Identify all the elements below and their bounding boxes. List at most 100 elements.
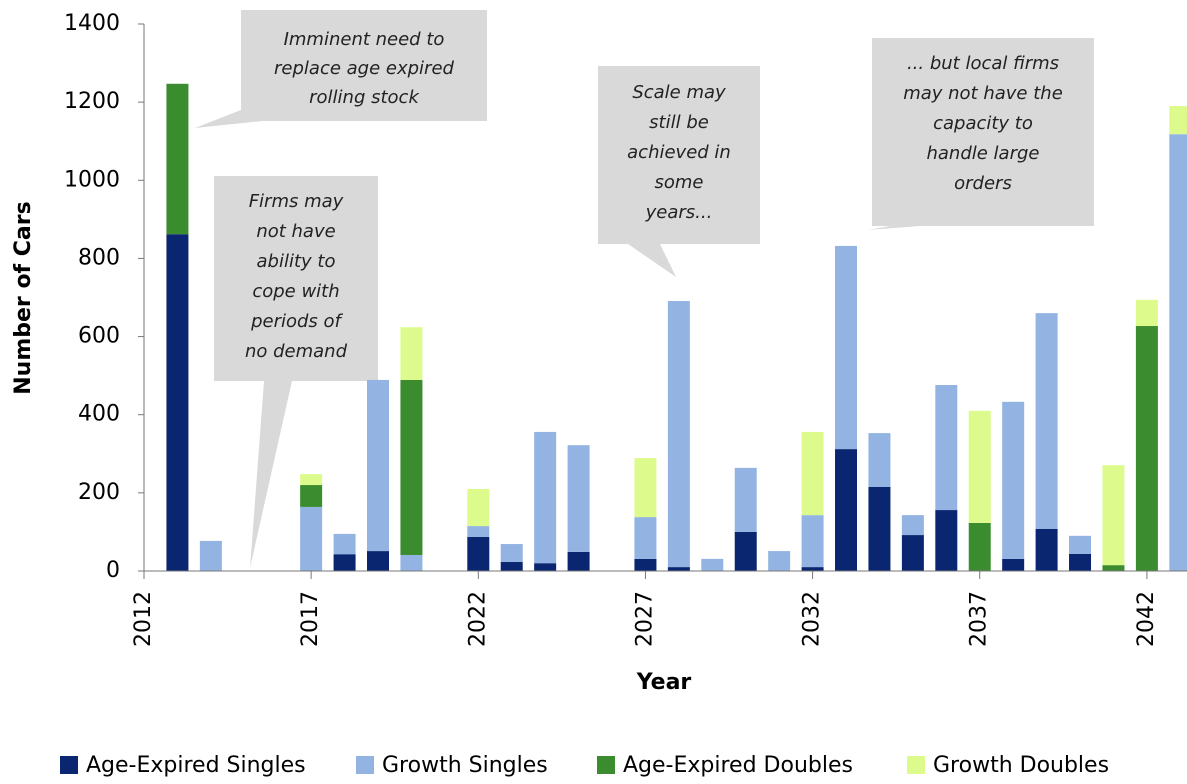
bar-segment xyxy=(367,551,390,571)
bar-segment xyxy=(1169,106,1187,135)
callout-box xyxy=(598,66,760,277)
bar-segment xyxy=(667,567,690,571)
x-tick-label: 2042 xyxy=(1134,591,1159,647)
callout-box xyxy=(868,38,1094,230)
bar-segment xyxy=(868,433,891,487)
legend-swatch xyxy=(597,756,615,774)
annotation: ... but local firms xyxy=(907,53,1059,74)
y-tick-label: 800 xyxy=(78,245,120,270)
annotation: Firms may xyxy=(249,191,344,212)
bar-segment xyxy=(300,474,323,486)
bar-segment xyxy=(935,385,958,511)
bar-segment xyxy=(400,554,423,571)
bar-segment xyxy=(901,515,924,536)
callouts xyxy=(195,10,1094,568)
bar-segment xyxy=(835,245,858,450)
bar-segment xyxy=(634,458,657,518)
y-tick-label: 1200 xyxy=(64,89,120,114)
bar-segment xyxy=(968,410,991,523)
bar-segment xyxy=(1102,565,1125,571)
bar-segment xyxy=(1002,401,1025,559)
annotation: orders xyxy=(954,173,1012,194)
annotation: replace age expired xyxy=(274,58,455,79)
bar-segment xyxy=(534,563,557,571)
bar-segment xyxy=(400,379,423,555)
y-tick-label: 0 xyxy=(106,558,120,583)
callout-box xyxy=(195,10,487,128)
bar-segment xyxy=(367,379,390,552)
bar-segment xyxy=(634,558,657,571)
bar-segment xyxy=(1169,134,1187,571)
annotation: no demand xyxy=(245,341,348,362)
annotation: ability to xyxy=(257,251,336,272)
bar-segment xyxy=(667,301,690,568)
annotation: rolling stock xyxy=(309,87,420,108)
bar-segment xyxy=(634,517,657,559)
legend-label: Age-Expired Doubles xyxy=(623,753,853,778)
y-axis-label: Number of Cars xyxy=(11,201,36,394)
bar-segment xyxy=(500,562,523,571)
bar-segment xyxy=(1035,528,1058,571)
bar-segment xyxy=(768,551,791,571)
annotation: cope with xyxy=(252,281,339,302)
bar-segment xyxy=(935,510,958,571)
bar-segment xyxy=(1135,299,1158,327)
y-tick-label: 200 xyxy=(78,480,120,505)
legend-label: Age-Expired Singles xyxy=(86,753,306,778)
bar-segment xyxy=(835,449,858,571)
bar-segment xyxy=(199,540,222,571)
annotation: handle large xyxy=(926,143,1039,164)
y-tick-label: 1400 xyxy=(64,11,120,36)
bar-segment xyxy=(300,485,323,507)
bar-segment xyxy=(1035,313,1058,529)
bar-segment xyxy=(534,431,557,564)
bar-segment xyxy=(1002,558,1025,571)
y-tick-label: 600 xyxy=(78,324,120,349)
legend-swatch xyxy=(907,756,925,774)
bar-segment xyxy=(166,83,189,235)
y-tick-label: 400 xyxy=(78,402,120,427)
annotation: some xyxy=(655,172,704,193)
bar-segment xyxy=(801,567,824,571)
legend-label: Growth Singles xyxy=(382,753,548,778)
annotation: may not have the xyxy=(903,83,1063,104)
callout-box xyxy=(214,176,378,568)
bar-segment xyxy=(166,234,189,571)
annotation: Scale may xyxy=(632,82,726,103)
x-tick-label: 2027 xyxy=(632,591,657,647)
bar-segment xyxy=(968,522,991,571)
annotation: years... xyxy=(645,202,713,223)
bar-segment xyxy=(1135,326,1158,571)
bar-segment xyxy=(333,533,356,555)
legend-label: Growth Doubles xyxy=(933,753,1109,778)
bar-segment xyxy=(801,431,824,516)
legend-swatch xyxy=(60,756,78,774)
bar-segment xyxy=(734,467,757,532)
bar-segment xyxy=(333,554,356,571)
legend-swatch xyxy=(356,756,374,774)
bar-segment xyxy=(500,544,523,563)
annotation: still be xyxy=(649,112,709,133)
bar-segment xyxy=(567,445,590,552)
annotation: periods of xyxy=(250,311,343,332)
bar-segment xyxy=(467,537,490,571)
bar-segment xyxy=(300,506,323,571)
x-tick-label: 2022 xyxy=(465,591,490,647)
x-axis-label: Year xyxy=(636,670,692,695)
x-tick-label: 2032 xyxy=(800,591,825,647)
annotation: achieved in xyxy=(627,142,731,163)
bar-segment xyxy=(701,558,724,571)
bar-segment xyxy=(400,327,423,380)
bar-segment xyxy=(734,531,757,571)
bar-segment xyxy=(467,526,490,538)
annotation: Imminent need to xyxy=(284,29,445,50)
bar-segment xyxy=(901,535,924,571)
y-tick-label: 1000 xyxy=(64,167,120,192)
annotation: not have xyxy=(256,221,335,242)
bar-segment xyxy=(467,488,490,527)
bar-segment xyxy=(1069,535,1092,554)
bar-segment xyxy=(1102,465,1125,566)
bar-segment xyxy=(801,515,824,568)
x-tick-label: 2017 xyxy=(298,591,323,647)
